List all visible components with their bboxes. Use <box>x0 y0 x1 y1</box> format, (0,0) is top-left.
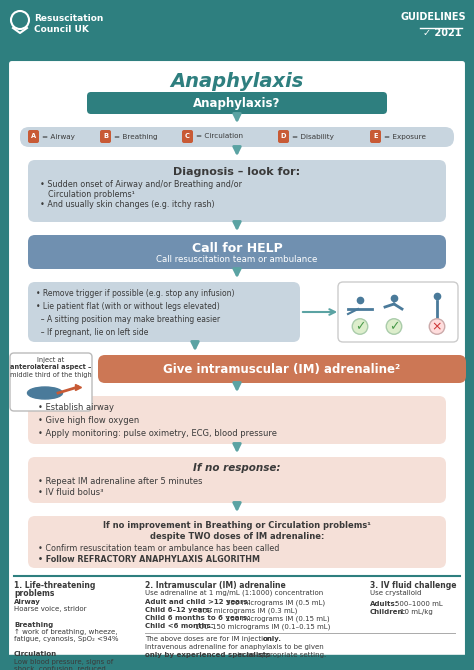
Text: ✓: ✓ <box>355 320 365 333</box>
Text: • And usually skin changes (e.g. itchy rash): • And usually skin changes (e.g. itchy r… <box>40 200 215 209</box>
Text: • Remove trigger if possible (e.g. stop any infusion): • Remove trigger if possible (e.g. stop … <box>36 289 235 298</box>
Text: Anaphylaxis: Anaphylaxis <box>170 72 304 91</box>
Text: The above doses are for IM injection: The above doses are for IM injection <box>145 636 274 642</box>
Text: Circulation: Circulation <box>14 651 57 657</box>
Bar <box>0 655 474 670</box>
FancyBboxPatch shape <box>278 130 289 143</box>
Text: If no response:: If no response: <box>193 463 281 473</box>
Text: = Breathing: = Breathing <box>114 133 158 139</box>
Text: Inject at: Inject at <box>37 357 64 363</box>
Text: Hoarse voice, stridor: Hoarse voice, stridor <box>14 606 86 612</box>
Text: Airway: Airway <box>14 599 41 605</box>
Text: Child <6 months:: Child <6 months: <box>145 623 213 629</box>
Text: • Confirm resuscitation team or ambulance has been called: • Confirm resuscitation team or ambulanc… <box>38 544 279 553</box>
Text: Circulation problems¹: Circulation problems¹ <box>48 190 135 199</box>
Text: – A sitting position may make breathing easier: – A sitting position may make breathing … <box>36 315 220 324</box>
Text: 10 mL/kg: 10 mL/kg <box>400 609 433 615</box>
Text: fatigue, cyanosis, SpO₂ <94%: fatigue, cyanosis, SpO₂ <94% <box>14 636 118 643</box>
Text: B: B <box>103 133 108 139</box>
Text: middle third of the thigh: middle third of the thigh <box>10 372 92 378</box>
Text: = Airway: = Airway <box>42 133 75 139</box>
Text: = Exposure: = Exposure <box>384 133 426 139</box>
Text: ✓ 2021: ✓ 2021 <box>423 28 462 38</box>
Text: Use crystalloid: Use crystalloid <box>370 590 421 596</box>
Text: – If pregnant, lie on left side: – If pregnant, lie on left side <box>36 328 148 337</box>
FancyBboxPatch shape <box>182 130 193 143</box>
Text: Anaphylaxis?: Anaphylaxis? <box>193 96 281 109</box>
Text: • Repeat IM adrenaline after 5 minutes: • Repeat IM adrenaline after 5 minutes <box>38 477 202 486</box>
FancyBboxPatch shape <box>98 355 466 383</box>
Text: 300 micrograms IM (0.3 mL): 300 micrograms IM (0.3 mL) <box>198 607 297 614</box>
FancyBboxPatch shape <box>28 516 446 568</box>
Text: Low blood pressure, signs of: Low blood pressure, signs of <box>14 659 113 665</box>
Text: 2. Intramuscular (IM) adrenaline: 2. Intramuscular (IM) adrenaline <box>145 581 286 590</box>
Text: Breathing: Breathing <box>14 622 53 628</box>
FancyBboxPatch shape <box>370 130 381 143</box>
Ellipse shape <box>27 387 63 399</box>
FancyBboxPatch shape <box>20 127 454 147</box>
FancyBboxPatch shape <box>100 130 111 143</box>
Text: If no improvement in Breathing or Circulation problems¹: If no improvement in Breathing or Circul… <box>103 521 371 530</box>
FancyBboxPatch shape <box>28 396 446 444</box>
Text: Adult and child >12 years:: Adult and child >12 years: <box>145 599 250 605</box>
FancyBboxPatch shape <box>338 282 458 342</box>
Text: Resuscitation: Resuscitation <box>34 14 103 23</box>
Text: • Sudden onset of Airway and/or Breathing and/or: • Sudden onset of Airway and/or Breathin… <box>40 180 242 189</box>
Text: only by experienced specialists: only by experienced specialists <box>145 652 270 658</box>
Text: = Circulation: = Circulation <box>196 133 243 139</box>
Text: Use adrenaline at 1 mg/mL (1:1000) concentration: Use adrenaline at 1 mg/mL (1:1000) conce… <box>145 590 323 596</box>
FancyBboxPatch shape <box>10 353 92 411</box>
Text: shock, confusion, reduced: shock, confusion, reduced <box>14 667 106 670</box>
Text: 150 micrograms IM (0.15 mL): 150 micrograms IM (0.15 mL) <box>226 615 329 622</box>
Text: anterolateral aspect –: anterolateral aspect – <box>10 364 91 370</box>
Text: E: E <box>373 133 378 139</box>
Text: = Disability: = Disability <box>292 133 334 139</box>
Text: GUIDELINES: GUIDELINES <box>401 12 466 22</box>
FancyBboxPatch shape <box>28 235 446 269</box>
Text: Intravenous adrenaline for anaphylaxis to be given: Intravenous adrenaline for anaphylaxis t… <box>145 644 324 650</box>
FancyBboxPatch shape <box>28 457 446 503</box>
FancyBboxPatch shape <box>87 92 387 114</box>
Text: Adults:: Adults: <box>370 601 399 607</box>
FancyBboxPatch shape <box>28 282 300 342</box>
Text: • Establish airway: • Establish airway <box>38 403 114 412</box>
Text: 500 micrograms IM (0.5 mL): 500 micrograms IM (0.5 mL) <box>226 599 325 606</box>
Text: ✓: ✓ <box>389 320 399 333</box>
Text: Child 6 months to 6 years:: Child 6 months to 6 years: <box>145 615 250 621</box>
Text: • Lie patient flat (with or without legs elevated): • Lie patient flat (with or without legs… <box>36 302 220 311</box>
Text: Call resuscitation team or ambulance: Call resuscitation team or ambulance <box>156 255 318 264</box>
Text: • Follow REFRACTORY ANAPHYLAXIS ALGORITHM: • Follow REFRACTORY ANAPHYLAXIS ALGORITH… <box>38 555 260 564</box>
FancyBboxPatch shape <box>28 160 446 222</box>
Text: only.: only. <box>263 636 282 642</box>
Text: • Apply monitoring: pulse oximetry, ECG, blood pressure: • Apply monitoring: pulse oximetry, ECG,… <box>38 429 277 438</box>
Text: Call for HELP: Call for HELP <box>191 242 283 255</box>
Text: Child 6–12 years:: Child 6–12 years: <box>145 607 213 613</box>
Text: 100–150 micrograms IM (0.1–0.15 mL): 100–150 micrograms IM (0.1–0.15 mL) <box>195 623 330 630</box>
Text: 1. Life-threatening: 1. Life-threatening <box>14 581 95 590</box>
Text: ↑ work of breathing, wheeze,: ↑ work of breathing, wheeze, <box>14 629 118 635</box>
Text: D: D <box>281 133 286 139</box>
Text: in an appropriate setting.: in an appropriate setting. <box>235 652 326 658</box>
Text: A: A <box>31 133 36 139</box>
Text: • Give high flow oxygen: • Give high flow oxygen <box>38 416 139 425</box>
Text: Give intramuscular (IM) adrenaline²: Give intramuscular (IM) adrenaline² <box>164 362 401 375</box>
FancyBboxPatch shape <box>28 130 39 143</box>
Text: Children:: Children: <box>370 609 406 615</box>
Text: problems: problems <box>14 589 55 598</box>
Text: 3. IV fluid challenge: 3. IV fluid challenge <box>370 581 456 590</box>
Text: 500–1000 mL: 500–1000 mL <box>395 601 443 607</box>
Text: ×: × <box>432 320 442 333</box>
Text: Council UK: Council UK <box>34 25 89 34</box>
Bar <box>0 0 474 58</box>
Text: C: C <box>185 133 190 139</box>
FancyBboxPatch shape <box>8 60 466 660</box>
Text: • IV fluid bolus³: • IV fluid bolus³ <box>38 488 103 497</box>
Text: Diagnosis – look for:: Diagnosis – look for: <box>173 167 301 177</box>
Text: despite TWO doses of IM adrenaline:: despite TWO doses of IM adrenaline: <box>150 532 324 541</box>
